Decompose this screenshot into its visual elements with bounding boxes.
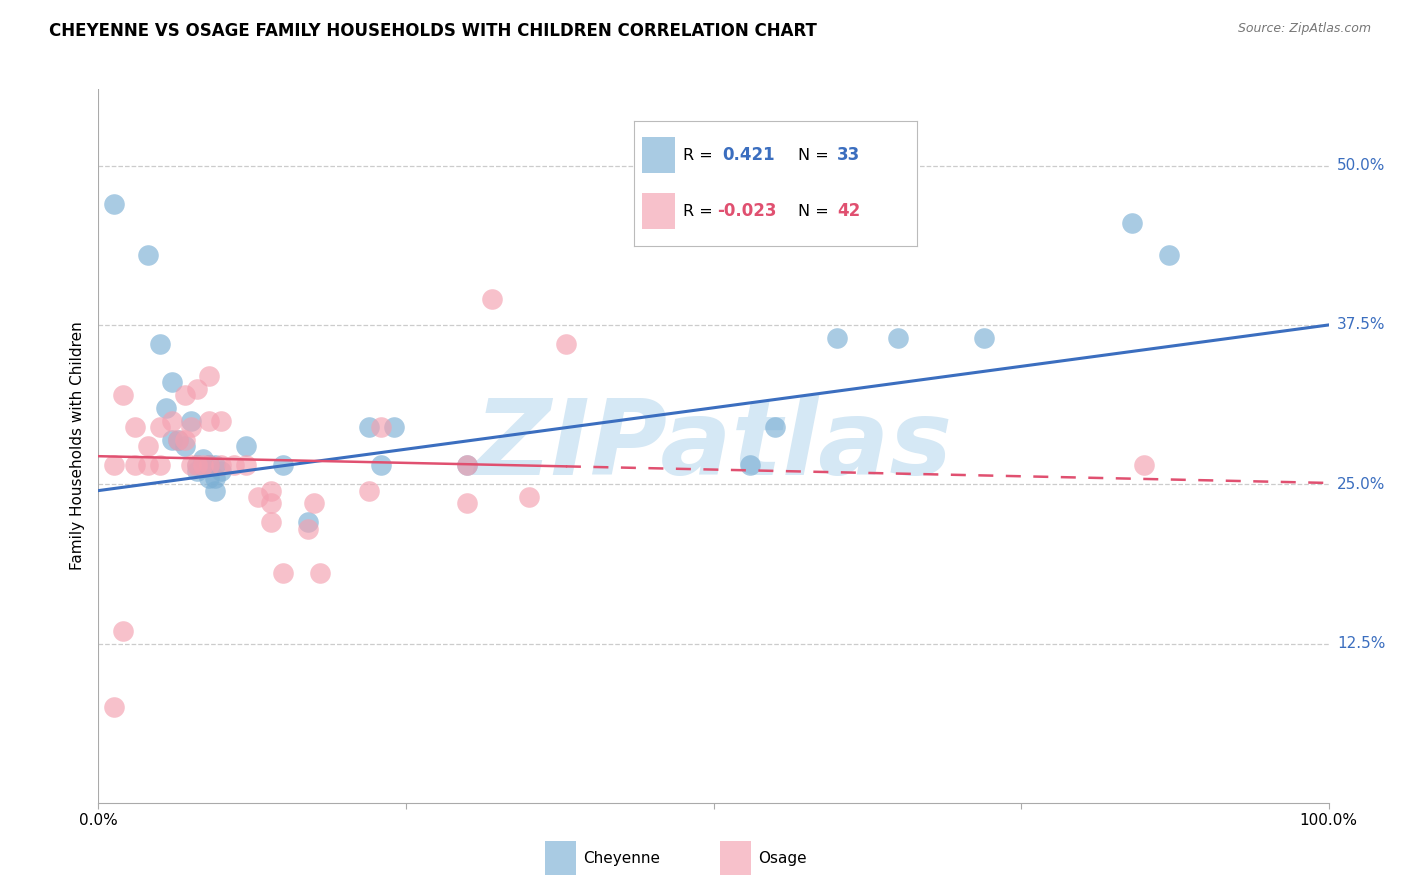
Point — [235, 439, 257, 453]
Point — [554, 337, 576, 351]
Point — [191, 451, 214, 466]
Point — [370, 420, 392, 434]
Point — [740, 458, 762, 472]
Point — [167, 433, 190, 447]
Point — [260, 496, 283, 510]
Point — [247, 490, 270, 504]
Point — [124, 458, 146, 472]
Text: 25.0%: 25.0% — [1337, 476, 1385, 491]
Point — [186, 458, 208, 472]
Point — [162, 413, 183, 427]
Point — [103, 197, 125, 211]
Point — [149, 337, 172, 351]
Text: 12.5%: 12.5% — [1337, 636, 1385, 651]
Text: 37.5%: 37.5% — [1337, 318, 1385, 333]
Text: Source: ZipAtlas.com: Source: ZipAtlas.com — [1237, 22, 1371, 36]
Point — [198, 471, 221, 485]
Point — [180, 413, 202, 427]
Point — [204, 458, 226, 472]
Point — [204, 483, 226, 498]
Point — [124, 420, 146, 434]
Point — [271, 458, 294, 472]
Point — [260, 483, 283, 498]
Point — [173, 439, 195, 453]
Point — [297, 522, 319, 536]
Point — [198, 458, 221, 472]
Point — [382, 420, 405, 434]
Point — [103, 700, 125, 714]
Point — [370, 458, 392, 472]
Point — [211, 413, 233, 427]
Point — [1133, 458, 1156, 472]
Point — [198, 458, 221, 472]
Point — [211, 465, 233, 479]
Point — [136, 439, 159, 453]
Text: CHEYENNE VS OSAGE FAMILY HOUSEHOLDS WITH CHILDREN CORRELATION CHART: CHEYENNE VS OSAGE FAMILY HOUSEHOLDS WITH… — [49, 22, 817, 40]
Point — [825, 331, 848, 345]
Point — [180, 458, 202, 472]
Point — [173, 388, 195, 402]
Point — [155, 401, 177, 415]
Point — [112, 388, 135, 402]
Point — [456, 496, 478, 510]
Point — [136, 458, 159, 472]
Point — [198, 458, 221, 472]
Text: ZIPatlas: ZIPatlas — [474, 395, 953, 497]
Point — [260, 516, 283, 530]
Point — [198, 368, 221, 383]
Point — [103, 458, 125, 472]
Point — [456, 458, 478, 472]
Point — [297, 516, 319, 530]
Point — [271, 566, 294, 581]
Point — [309, 566, 332, 581]
Point — [359, 420, 381, 434]
Point — [186, 458, 208, 472]
Point — [1121, 216, 1143, 230]
Point — [149, 458, 172, 472]
Y-axis label: Family Households with Children: Family Households with Children — [69, 322, 84, 570]
Point — [204, 471, 226, 485]
Point — [198, 413, 221, 427]
Point — [235, 458, 257, 472]
Point — [887, 331, 910, 345]
Point — [180, 420, 202, 434]
Point — [481, 293, 503, 307]
Point — [186, 382, 208, 396]
Point — [167, 433, 190, 447]
Point — [112, 624, 135, 638]
Point — [149, 420, 172, 434]
Point — [173, 433, 195, 447]
Point — [191, 458, 214, 472]
Point — [186, 465, 208, 479]
Point — [763, 420, 786, 434]
Point — [162, 433, 183, 447]
Point — [973, 331, 995, 345]
Point — [302, 496, 325, 510]
Point — [1157, 248, 1180, 262]
Point — [222, 458, 245, 472]
Point — [456, 458, 478, 472]
Point — [517, 490, 540, 504]
Text: 50.0%: 50.0% — [1337, 158, 1385, 173]
Point — [211, 458, 233, 472]
Point — [136, 248, 159, 262]
Point — [359, 483, 381, 498]
Point — [162, 376, 183, 390]
